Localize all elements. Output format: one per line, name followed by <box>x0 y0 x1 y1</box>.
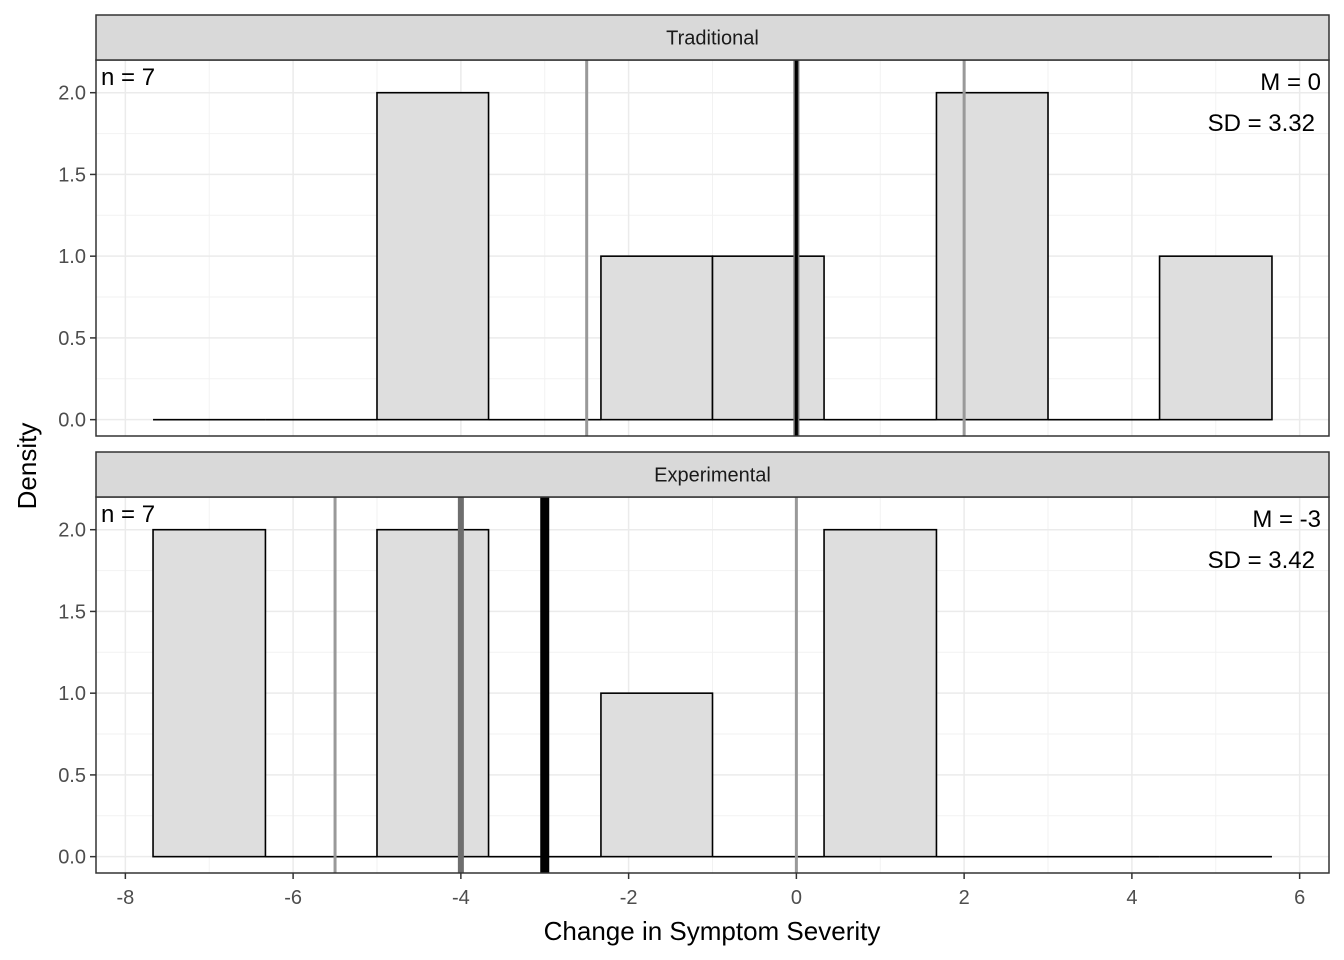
x-axis: -8 -6 -4 -2 0 2 4 6 <box>116 873 1305 909</box>
histogram-bar <box>376 528 490 858</box>
y-axis-label: Density <box>12 423 42 510</box>
x-tick-label: 0 <box>791 887 802 909</box>
sd-label: SD = 3.42 <box>1208 547 1315 574</box>
histogram-bar <box>1158 255 1273 421</box>
y-tick-label: 1.5 <box>58 601 86 623</box>
y-tick-label: 0.5 <box>58 765 86 787</box>
x-tick-label: -8 <box>116 887 134 909</box>
y-tick-label: 0.0 <box>58 847 86 869</box>
mean-label: M = -3 <box>1252 506 1321 533</box>
x-tick-label: -2 <box>620 887 638 909</box>
x-tick-label: 6 <box>1294 887 1305 909</box>
x-tick-label: -4 <box>452 887 470 909</box>
n-label: n = 7 <box>101 64 155 91</box>
y-tick-label: 1.0 <box>58 246 86 268</box>
histogram-bar <box>376 91 490 421</box>
facet-strip <box>95 14 1330 61</box>
y-tick-label: 1.5 <box>58 164 86 186</box>
x-tick-label: -6 <box>284 887 302 909</box>
sd-label: SD = 3.32 <box>1208 110 1315 137</box>
histogram-bar <box>711 255 825 421</box>
x-tick-label: 2 <box>959 887 970 909</box>
facet-panel-traditional: n = 7 M = 0 SD = 3.32 Traditional 0.0 0.5 1.0 1… <box>58 14 1330 437</box>
y-tick-label: 1.0 <box>58 683 86 705</box>
facet-strip-label: Traditional <box>666 28 759 50</box>
y-tick-label: 2.0 <box>58 83 86 105</box>
n-label: n = 7 <box>101 501 155 528</box>
facet-strip <box>95 451 1330 498</box>
histogram-bar <box>823 528 938 858</box>
mean-label: M = 0 <box>1260 69 1321 96</box>
facet-panel-experimental: n = 7 M = -3 SD = 3.42 Experimental 0.0 0.5 1.… <box>58 451 1330 874</box>
y-tick-label: 2.0 <box>58 520 86 542</box>
histogram-bar <box>600 255 714 421</box>
histogram-bar <box>600 692 714 858</box>
y-tick-label: 0.5 <box>58 328 86 350</box>
facet-strip-label: Experimental <box>654 465 771 487</box>
x-tick-label: 4 <box>1126 887 1137 909</box>
histogram-bar <box>935 91 1049 421</box>
y-tick-label: 0.0 <box>58 410 86 432</box>
x-axis-label: Change in Symptom Severity <box>544 916 881 946</box>
facet-panels: n = 7 M = 0 SD = 3.32 Traditional 0.0 0.5 1.0 1… <box>58 14 1330 874</box>
histogram-bar <box>152 528 267 858</box>
